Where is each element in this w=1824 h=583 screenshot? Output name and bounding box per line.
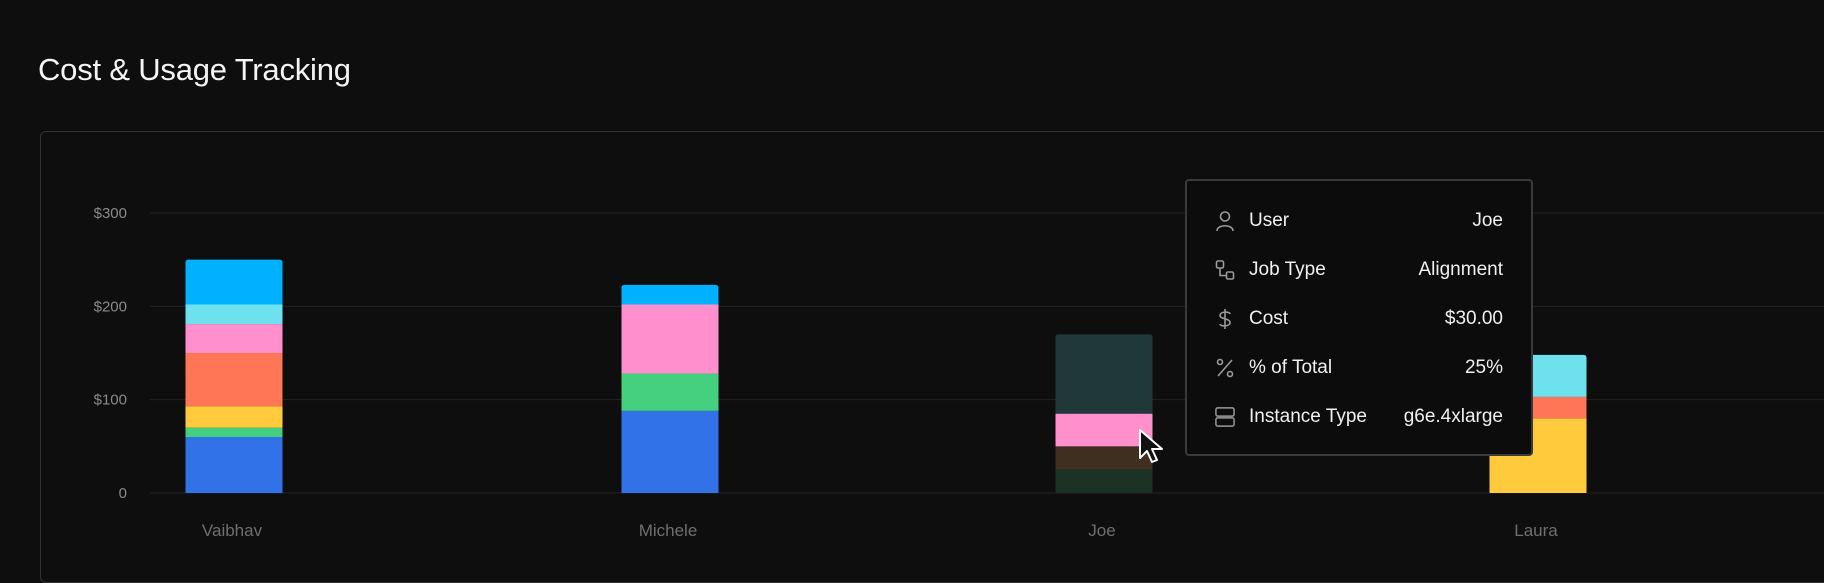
bar-segment: [621, 410, 719, 493]
tooltip-row-job-type: Job Type Alignment: [1215, 255, 1503, 285]
tooltip-label: Cost: [1249, 308, 1289, 329]
bar-segment: [185, 259, 283, 305]
bar-segment: [1055, 469, 1153, 493]
tooltip-row-cost: Cost $30.00: [1215, 304, 1503, 334]
stacked-bar-chart: 0 $100 $200 $300 Vaibhav Michele Joe Laura: [94, 205, 1824, 540]
percent-icon: [1215, 357, 1235, 379]
instance-icon: [1215, 406, 1235, 428]
job-type-icon: [1215, 259, 1235, 281]
x-category-label: Michele: [639, 521, 698, 540]
tooltip-value: $30.00: [1444, 308, 1503, 329]
tooltip-value: Joe: [1472, 210, 1503, 231]
bar-segment: [621, 304, 719, 374]
tooltip-label: % of Total: [1249, 357, 1333, 378]
y-tick-label: $300: [94, 205, 127, 222]
bar-segment: [185, 353, 283, 407]
x-category-label: Vaibhav: [202, 521, 263, 540]
bar-tooltip: User Joe Job Type Alignment Cost $30.00 …: [1185, 179, 1533, 456]
bar-segment: [1055, 413, 1153, 447]
dollar-icon: [1215, 308, 1235, 330]
bar-segment: [185, 437, 283, 493]
y-tick-label: 0: [119, 485, 127, 502]
tooltip-label: Job Type: [1249, 259, 1326, 280]
tooltip-value: g6e.4xlarge: [1403, 406, 1503, 427]
bar-segment: [185, 324, 283, 353]
bar-segment: [621, 284, 719, 305]
y-tick-label: $200: [94, 298, 127, 315]
tooltip-value: 25%: [1464, 357, 1503, 378]
y-axis-ticks: 0 $100 $200 $300: [94, 205, 127, 502]
tooltip-row-user: User Joe: [1215, 206, 1503, 236]
bar-segment: [1055, 446, 1153, 470]
tooltip-row-percent: % of Total 25%: [1215, 353, 1503, 383]
tooltip-row-instance-type: Instance Type g6e.4xlarge: [1215, 402, 1503, 432]
x-axis-labels: Vaibhav Michele Joe Laura: [202, 521, 1558, 540]
user-icon: [1215, 210, 1235, 232]
bar-segment: [621, 373, 719, 411]
bar-segment: [185, 304, 283, 325]
mouse-cursor-icon: [1139, 429, 1163, 463]
tooltip-value: Alignment: [1418, 259, 1504, 280]
x-category-label: Laura: [1514, 521, 1558, 540]
bar-segment: [185, 406, 283, 428]
tooltip-label: Instance Type: [1249, 406, 1367, 427]
bar-segment: [185, 427, 283, 437]
page-title: Cost & Usage Tracking: [38, 52, 351, 87]
x-category-label: Joe: [1088, 521, 1115, 540]
bar-segment: [1055, 334, 1153, 414]
bars-layer: [185, 259, 1587, 493]
y-tick-label: $100: [94, 392, 127, 409]
tooltip-label: User: [1249, 210, 1290, 231]
